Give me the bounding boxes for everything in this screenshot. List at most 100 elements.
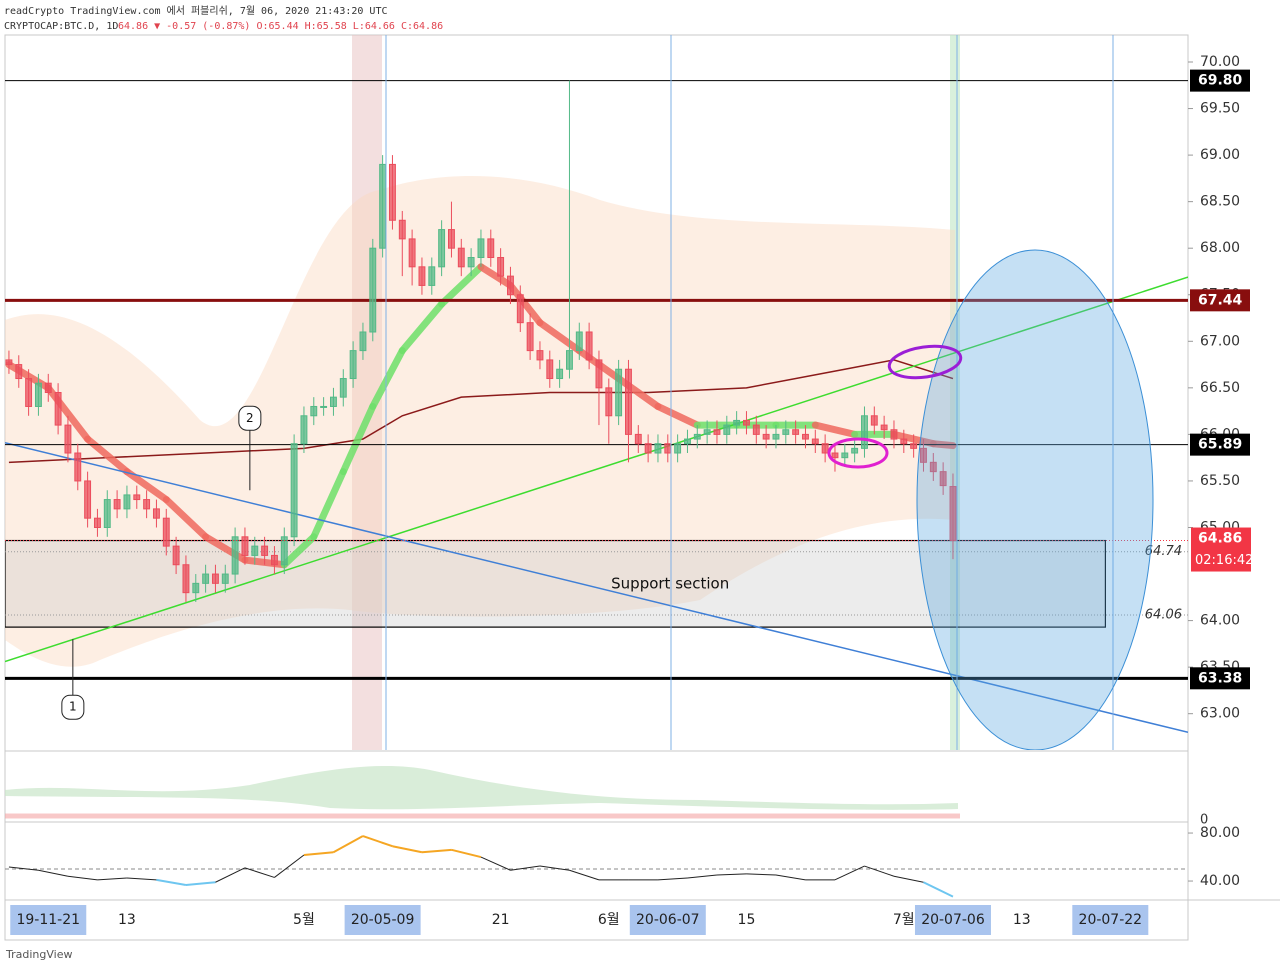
rsi-tick-label: 80.00 [1200, 825, 1240, 841]
rsi-segment [38, 869, 69, 877]
candle-body [84, 480, 92, 519]
candle-body [93, 517, 101, 528]
candle-body [487, 238, 495, 259]
candle-body [418, 266, 426, 286]
candle-body [398, 219, 406, 240]
level-badge [1190, 69, 1250, 92]
candle-body [388, 163, 396, 221]
symbol: CRYPTOCAP:BTC.D, 1D [4, 21, 118, 32]
rsi-segment [834, 865, 865, 881]
level-badge-label: 67.44 [1198, 292, 1243, 308]
x-tick-highlight [629, 905, 706, 935]
candle-body [428, 266, 436, 286]
support-line-label: 64.74 [1145, 544, 1182, 559]
candle-body [762, 433, 770, 440]
y-tick-label: 64.00 [1200, 613, 1240, 629]
x-tick-label: 20-05-09 [351, 912, 415, 928]
ma-fast-segment [280, 533, 318, 569]
ma-fast-segment [162, 496, 210, 541]
candle-body [752, 424, 760, 435]
rsi-segment [480, 856, 511, 871]
y-tick-label: 63.00 [1200, 706, 1240, 722]
candle-body [241, 536, 249, 556]
ma-fast-segment [310, 468, 347, 541]
candle-body [841, 452, 849, 459]
candle-body [44, 382, 52, 393]
rsi-segment [362, 835, 393, 848]
candle-body [851, 447, 859, 454]
annotation-label: 2 [246, 411, 254, 425]
candle-body [477, 238, 485, 259]
candle-body [172, 545, 180, 566]
y-tick-label: 69.00 [1200, 147, 1240, 163]
candle-body [900, 438, 908, 445]
rsi-segment [775, 874, 806, 881]
candle-body [320, 405, 328, 408]
rsi-layer: 80.00 40.00 [5, 825, 1240, 898]
highlight-band [950, 35, 960, 750]
y-tick-label: 66.50 [1200, 380, 1240, 396]
candle-body [733, 419, 741, 426]
rsi-segment [893, 875, 924, 883]
level-badge [1190, 289, 1250, 312]
x-tick-label: 20-07-06 [921, 912, 985, 928]
candle-body [585, 331, 593, 361]
y-tick-label: 65.50 [1200, 473, 1240, 489]
candle-body [54, 392, 62, 426]
ma-fast-segment [536, 319, 583, 355]
candle-body [929, 461, 937, 473]
candle-body [74, 452, 82, 482]
highlight-ellipse [916, 249, 1154, 750]
quote: 64.86 ▼ -0.57 (-0.87%) O:65.44 H:65.58 L… [118, 21, 443, 32]
candle-body [221, 573, 229, 584]
candle-body [290, 443, 298, 538]
x-tick-label: 7월 [893, 912, 915, 928]
candle-body [831, 452, 839, 459]
rsi-segment [569, 869, 600, 881]
candle-body [526, 322, 534, 352]
candle-body [664, 443, 672, 454]
ma-fast-segment [339, 402, 377, 476]
candle-body [625, 368, 632, 435]
main-pane: Support section 64.74 64.06 1 2 [5, 35, 1188, 750]
x-tick-label: 6월 [598, 912, 620, 928]
candle-body [939, 471, 947, 487]
ma-fast-segment [811, 421, 859, 438]
x-tick-label: 15 [738, 912, 756, 928]
candle-body [408, 238, 416, 268]
ma-fast-segment [369, 347, 406, 410]
rsi-segment [657, 877, 688, 881]
y-tick-label: 68.00 [1200, 240, 1240, 256]
y-tick-label: 68.50 [1200, 194, 1240, 210]
candle-body [182, 564, 190, 594]
rsi-segment [421, 848, 452, 854]
level-badge [1190, 433, 1250, 456]
candle-body [103, 499, 111, 528]
candle-body [910, 443, 918, 449]
candle-body [507, 275, 514, 296]
candle-body [300, 415, 308, 445]
rsi-segment [156, 878, 187, 886]
candle-body [359, 331, 367, 352]
candle-body [152, 508, 160, 519]
x-tick-label: 20-06-07 [636, 912, 700, 928]
candle-body [5, 359, 13, 366]
ma-fast-segment [506, 281, 544, 327]
candle-body [703, 429, 711, 435]
candle-body [605, 387, 613, 417]
oscillator-cloud [5, 765, 958, 810]
candle-body [556, 368, 564, 380]
rsi-segment [244, 867, 275, 878]
x-tick-highlight [914, 905, 991, 935]
candle-body [890, 429, 898, 440]
candle-body [802, 433, 809, 440]
candle-body [261, 545, 269, 556]
rsi-segment [332, 835, 364, 854]
candle-body [615, 368, 623, 417]
candle-body [870, 415, 878, 426]
marker-ellipse [827, 437, 889, 469]
candle-body [575, 331, 583, 352]
candle-body [654, 443, 662, 454]
axis-layer: 63.0063.5064.0065.0065.5066.0066.5067.00… [10, 54, 1253, 935]
